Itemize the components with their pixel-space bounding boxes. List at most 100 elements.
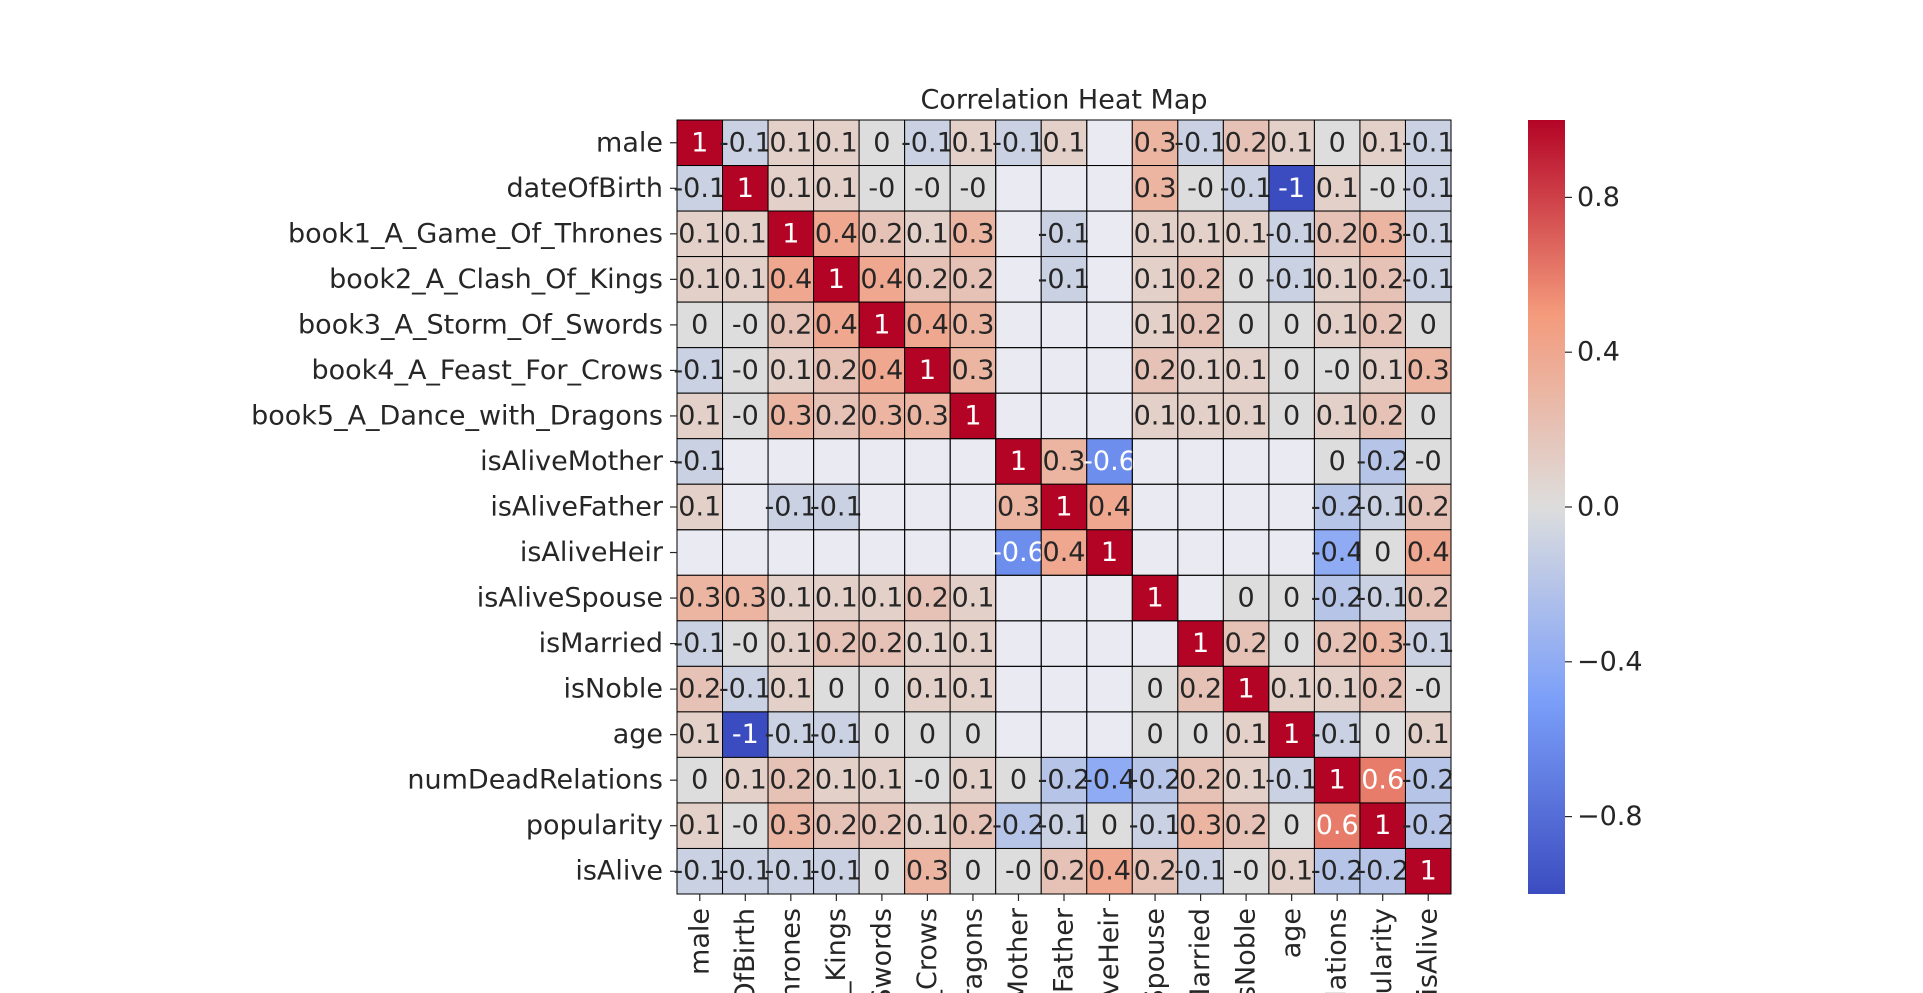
x-tick-label: book2_A_Clash_Of_Kings [821,908,852,993]
cell-label: 0 [1146,719,1163,750]
cell-label: 0.1 [678,400,721,431]
heatmap-cell [767,165,815,212]
heatmap-cell [1131,711,1179,758]
cell-label: 0.3 [906,400,949,431]
cell-label: -0.1 [764,719,817,750]
cell-label: 0 [1329,127,1346,158]
cell-label: 0.1 [678,719,721,750]
x-tick-label: dateOfBirth [730,908,761,993]
heatmap-cell [858,574,906,622]
cell-label: 0.3 [1361,628,1404,659]
cell-label: 0.1 [1316,400,1359,431]
cell-label: 1 [1238,674,1255,705]
cell-label: 0.2 [906,264,949,295]
cell-label: -0.2 [992,810,1045,841]
heatmap-cell [767,574,815,622]
cell-label: 0.1 [1179,218,1222,249]
heatmap-cell [1359,756,1406,804]
cell-label: 0 [873,674,890,705]
heatmap-cell [1222,165,1270,212]
cell-label: -0.1 [719,674,772,705]
heatmap-cell [858,165,906,212]
heatmap-cell [1040,438,1088,485]
cell-label: 0 [1283,400,1300,431]
colorbar-tick-label: −0.4 [1577,646,1643,677]
heatmap-cell [1313,165,1361,212]
cell-label: 0.3 [1179,810,1222,841]
cell-label: -0 [914,173,941,204]
cell-label: 0.1 [906,810,949,841]
cell-label: 0.2 [815,810,858,841]
heatmap-cell [1177,665,1224,713]
cell-label: 1 [1374,810,1391,841]
heatmap-cell [813,210,860,258]
cell-label: 1 [1329,765,1346,796]
cell-label: 0.1 [678,492,721,523]
heatmap-cell [1268,119,1315,167]
heatmap-cell [767,847,815,895]
heatmap-cell [1268,165,1315,212]
cell-label: 0.1 [1361,127,1404,158]
x-tick-label: isAliveFather [1049,907,1080,993]
heatmap-cell [1313,483,1361,531]
cell-label: 1 [873,309,890,340]
heatmap-cell [1177,847,1224,895]
cell-label: 0.4 [769,264,812,295]
cell-label: -0.1 [1038,218,1091,249]
cell-label: 0 [1238,309,1255,340]
cell-label: -1 [732,719,759,750]
cell-label: 0.2 [1361,674,1404,705]
heatmap-cell [1177,165,1224,212]
cell-label: -0.1 [1174,856,1227,887]
heatmap-cell [1131,756,1179,804]
heatmap-cell [1404,438,1452,485]
heatmap-cell [904,165,951,212]
cell-label: -0 [1415,674,1442,705]
cell-label: 0.2 [1361,264,1404,295]
cell-label: 0.2 [1361,309,1404,340]
heatmap-cell [1313,665,1361,713]
y-tick-label: dateOfBirth [507,173,663,204]
cell-label: 0.2 [769,765,812,796]
colorbar [1528,120,1565,894]
x-tick-label: numDeadRelations [1322,908,1353,993]
cell-label: -0.1 [1402,264,1455,295]
heatmap-cell [949,847,997,895]
cell-label: 0.3 [724,583,767,614]
cell-label: 0.2 [1179,674,1222,705]
heatmap-cell [813,301,860,349]
heatmap-cell [1086,802,1133,849]
heatmap-cell [1040,802,1088,849]
x-tick-label: isAliveSpouse [1140,908,1171,993]
y-tick-label: book3_A_Storm_Of_Swords [298,309,663,340]
heatmap-cell [904,620,951,667]
cell-label: 0 [1420,309,1437,340]
cell-label: -0.1 [1220,173,1273,204]
cell-label: -0.2 [1311,856,1364,887]
cell-label: 1 [1192,628,1209,659]
cell-label: -0.1 [810,719,863,750]
cell-label: 0.1 [1316,309,1359,340]
heatmap-cell [767,301,815,349]
heatmap-cell [1086,438,1133,485]
heatmap-cell [722,847,769,895]
heatmap-cell [767,483,815,531]
heatmap-cell [1359,620,1406,667]
cell-label: -0.6 [1083,446,1136,477]
heatmap-cell [904,210,951,258]
cell-label: -0.1 [1402,218,1455,249]
cell-label: 1 [1146,583,1163,614]
cell-label: -0.4 [1083,765,1136,796]
cell-label: -0.1 [673,446,726,477]
heatmap-cell [858,847,906,895]
cell-label: 0.1 [678,264,721,295]
cell-label: 0.1 [951,628,994,659]
cell-label: 0.1 [815,127,858,158]
heatmap-cell [1040,847,1088,895]
cell-label: 0.4 [1043,537,1086,568]
cell-label: 0.1 [906,218,949,249]
x-tick-label: book5_A_Dance_with_Dragons [957,908,988,993]
cell-label: 0.1 [769,173,812,204]
heatmap-cell [904,256,951,303]
